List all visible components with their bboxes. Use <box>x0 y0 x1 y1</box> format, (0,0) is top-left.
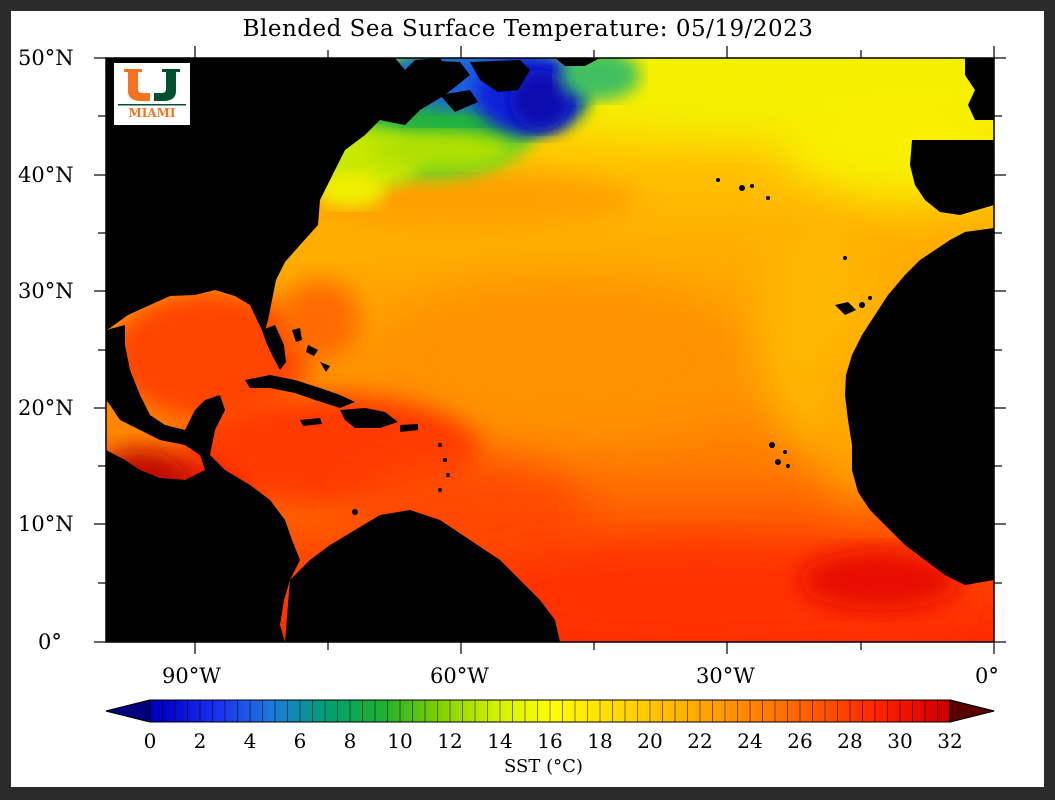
colorbar-max-arrow <box>949 699 995 723</box>
figure-title: Blended Sea Surface Temperature: 05/19/2… <box>242 16 814 42</box>
colorbar-title: SST (°C) <box>504 756 583 777</box>
colorbar-tick-label: 12 <box>437 729 463 753</box>
colorbar-segments <box>162 700 938 722</box>
colorbar-tick-label: 26 <box>787 729 813 753</box>
colorbar-tick-label: 4 <box>243 729 257 753</box>
colorbar-tick-label: 32 <box>937 729 963 753</box>
x-tick-label: 0° <box>975 664 999 688</box>
y-tick-label: 30°N <box>18 279 74 303</box>
y-tick-label: 10°N <box>18 512 74 536</box>
colorbar-tick-label: 8 <box>343 729 357 753</box>
map-plot-area <box>106 58 994 642</box>
x-tick-label: 30°W <box>696 664 755 688</box>
colorbar-tick-label: 6 <box>293 729 307 753</box>
colorbar-tick-label: 16 <box>537 729 563 753</box>
y-tick-label: 20°N <box>18 396 74 420</box>
colorbar-tick-label: 20 <box>637 729 663 753</box>
x-tick-label: 60°W <box>430 664 489 688</box>
x-tick-label: 90°W <box>162 664 221 688</box>
colorbar-tick-label: 30 <box>887 729 913 753</box>
land-masses <box>106 58 994 642</box>
colorbar <box>105 699 995 723</box>
y-tick-label: 0° <box>38 630 62 654</box>
colorbar-min-arrow <box>105 699 151 723</box>
colorbar-tick-label: 10 <box>387 729 413 753</box>
um-logo-icon <box>118 69 186 106</box>
colorbar-tick-label: 22 <box>687 729 713 753</box>
y-tick-marks <box>94 57 1006 643</box>
y-tick-label: 50°N <box>18 46 74 70</box>
x-tick-marks <box>194 46 995 654</box>
colorbar-tick-label: 18 <box>587 729 613 753</box>
colorbar-tick-label: 14 <box>487 729 513 753</box>
colorbar-tick-label: 28 <box>837 729 863 753</box>
colorbar-tick-label: 2 <box>193 729 207 753</box>
colorbar-tick-label: 24 <box>737 729 763 753</box>
y-tick-label: 40°N <box>18 163 74 187</box>
um-logo: MIAMI <box>114 63 190 125</box>
logo-text: MIAMI <box>128 106 176 120</box>
colorbar-tick-label: 0 <box>143 729 157 753</box>
